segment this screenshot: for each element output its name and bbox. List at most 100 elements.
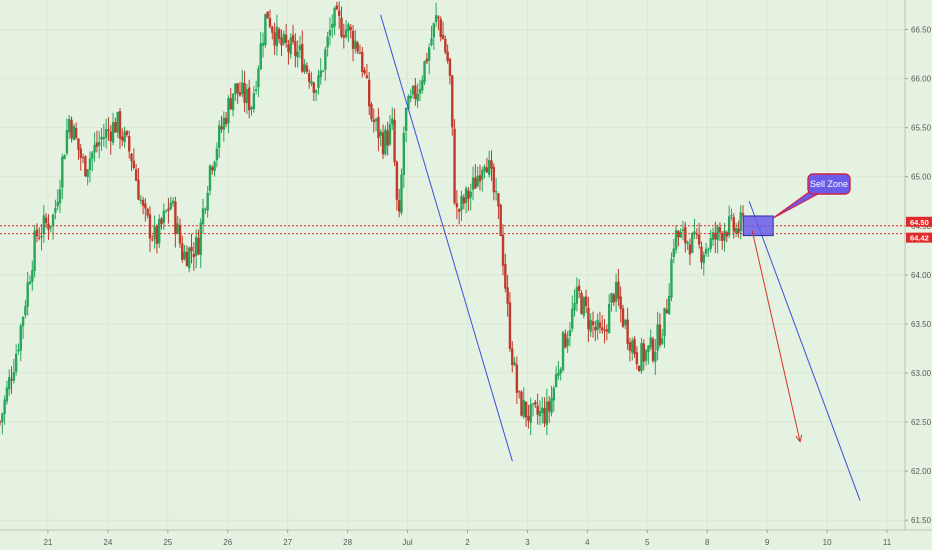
candle-3 xyxy=(5,380,9,405)
candle-45 xyxy=(102,123,106,147)
candle-99 xyxy=(227,95,230,134)
candle-16 xyxy=(35,223,39,243)
candle-301 xyxy=(693,218,696,240)
candle-234 xyxy=(538,400,542,426)
candle-137 xyxy=(314,89,318,102)
candle-77 xyxy=(176,216,179,235)
candle-246 xyxy=(566,330,569,353)
trendline-left[interactable] xyxy=(380,14,513,462)
candle-94 xyxy=(215,142,219,168)
sell-zone-box[interactable] xyxy=(742,215,774,237)
candle-86 xyxy=(197,229,200,256)
x-tick-label: 24 xyxy=(103,538,112,547)
x-tick-label: 2 xyxy=(465,538,470,547)
candle-284 xyxy=(654,339,657,376)
candle-190 xyxy=(437,15,440,31)
candle-144 xyxy=(331,14,334,38)
candle-211 xyxy=(485,157,489,173)
time-axis[interactable]: 21 24 25 26 27 28 Jul 2 3 4 5 8 9 10 11 xyxy=(43,530,892,547)
candle-257 xyxy=(591,311,595,338)
candle-70 xyxy=(160,216,163,230)
candle-279 xyxy=(642,339,645,371)
candle-168 xyxy=(386,121,389,156)
x-tick-label: 3 xyxy=(525,538,530,547)
candle-85 xyxy=(194,229,198,269)
candle-133 xyxy=(305,62,309,74)
candle-61 xyxy=(139,195,142,204)
candle-24 xyxy=(54,199,57,220)
candle-114 xyxy=(261,32,265,58)
candlestick-series xyxy=(0,1,745,436)
candle-128 xyxy=(294,33,297,68)
sell-zone-group: Sell Zone xyxy=(742,173,851,237)
candle-160 xyxy=(367,71,371,116)
candle-287 xyxy=(661,329,664,346)
trendline-right[interactable] xyxy=(748,201,861,501)
candle-306 xyxy=(704,243,708,257)
candle-44 xyxy=(100,128,103,151)
y-tick-label: 62.50 xyxy=(911,418,932,427)
candle-256 xyxy=(589,313,592,337)
resistance-upper-price-label: 64.50 xyxy=(910,218,929,227)
candle-182 xyxy=(418,79,422,102)
candle-15 xyxy=(33,225,36,278)
candle-139 xyxy=(319,58,322,85)
candle-81 xyxy=(185,245,189,267)
candle-68 xyxy=(155,224,159,254)
candle-63 xyxy=(144,198,147,222)
candle-88 xyxy=(201,198,205,234)
candle-240 xyxy=(552,385,555,412)
candle-250 xyxy=(575,277,579,312)
candle-65 xyxy=(148,206,152,252)
candle-248 xyxy=(571,295,574,333)
candle-179 xyxy=(411,84,415,99)
candle-27 xyxy=(61,153,64,200)
x-tick-label: 21 xyxy=(43,538,52,547)
candle-161 xyxy=(370,101,373,122)
price-axis[interactable]: 61.50 62.00 62.50 63.00 63.50 64.00 64.50 65.00… xyxy=(905,26,932,526)
candle-140 xyxy=(321,69,325,73)
forecast-arrow-group xyxy=(751,230,803,443)
candle-28 xyxy=(63,154,66,160)
candle-4 xyxy=(8,369,11,396)
candle-120 xyxy=(275,14,279,56)
candle-228 xyxy=(524,401,528,427)
candle-223 xyxy=(513,357,516,367)
candle-216 xyxy=(497,192,500,220)
candle-39 xyxy=(88,151,92,183)
candle-303 xyxy=(697,222,701,249)
candle-132 xyxy=(303,59,306,74)
candle-124 xyxy=(284,23,288,48)
candle-293 xyxy=(674,225,678,254)
candle-201 xyxy=(462,194,465,210)
candle-200 xyxy=(460,190,463,222)
candle-150 xyxy=(344,20,348,39)
candle-6 xyxy=(12,358,16,384)
candle-233 xyxy=(536,393,539,425)
candle-79 xyxy=(181,235,184,263)
candle-92 xyxy=(211,165,214,175)
candle-121 xyxy=(278,27,281,44)
candle-312 xyxy=(718,222,722,241)
candle-187 xyxy=(430,25,433,47)
candle-52 xyxy=(118,108,122,149)
candle-230 xyxy=(529,397,532,436)
candle-203 xyxy=(467,186,470,211)
forecast-arrow[interactable] xyxy=(751,230,801,442)
candle-282 xyxy=(649,329,652,350)
candle-69 xyxy=(158,214,161,248)
candle-145 xyxy=(333,6,336,36)
candle-38 xyxy=(86,168,89,186)
y-tick-label: 62.00 xyxy=(911,467,932,476)
candle-43 xyxy=(98,131,101,159)
candle-199 xyxy=(457,207,461,225)
sell-zone-callout[interactable] xyxy=(807,173,851,195)
candle-87 xyxy=(199,218,202,268)
candle-106 xyxy=(243,70,246,113)
candle-46 xyxy=(104,118,108,149)
candle-122 xyxy=(280,29,283,57)
candle-207 xyxy=(476,166,479,188)
candle-159 xyxy=(365,64,369,79)
candle-41 xyxy=(93,132,96,162)
